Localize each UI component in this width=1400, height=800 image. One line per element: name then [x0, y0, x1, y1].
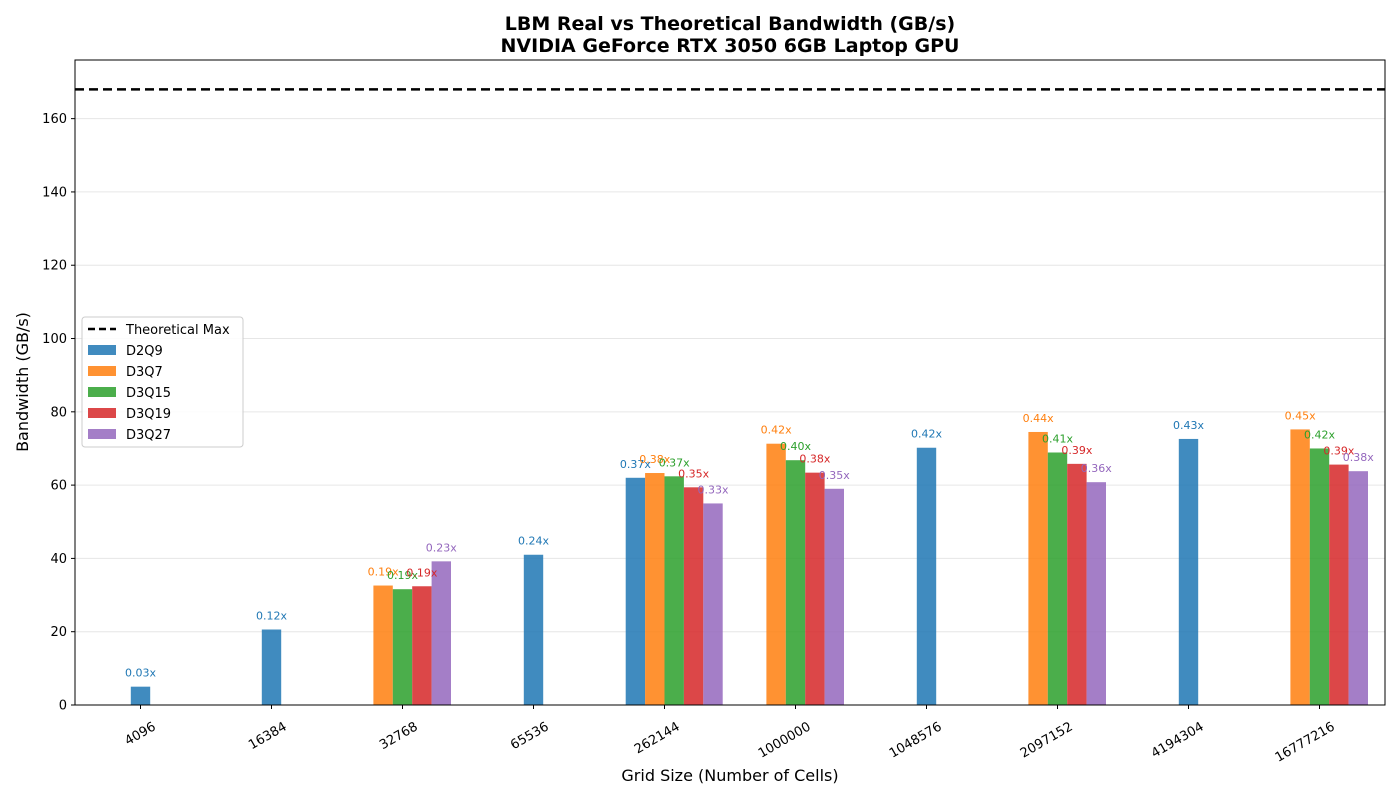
bar-value-label: 0.19x	[368, 566, 399, 579]
bar-d3q19	[1329, 464, 1349, 705]
x-tick-label: 65536	[508, 719, 551, 753]
bar-d3q27	[703, 503, 723, 705]
bar-value-label: 0.38x	[639, 453, 670, 466]
bar-d2q9	[625, 477, 646, 705]
y-axis: 0 20 40 60 80 100 120 140 160	[42, 112, 75, 714]
bar-d3q7	[1028, 431, 1048, 705]
bar-d3q27	[824, 488, 844, 705]
bar-d3q7	[645, 473, 665, 705]
bar-d2q9	[1178, 438, 1199, 705]
x-tick-label: 32768	[377, 719, 420, 753]
bar-value-label: 0.37x	[659, 456, 690, 469]
chart-title: LBM Real vs Theoretical Bandwidth (GB/s)	[505, 13, 955, 35]
bar-value-label: 0.37x	[620, 458, 651, 471]
x-tick-label: 4096	[122, 719, 158, 749]
y-tick-label: 20	[50, 625, 67, 640]
bar-value-label: 0.45x	[1285, 409, 1316, 422]
x-axis-label: Grid Size (Number of Cells)	[621, 766, 838, 785]
y-tick-label: 40	[50, 552, 67, 567]
bar-value-label: 0.42x	[761, 424, 792, 437]
legend-label-theoretical-max: Theoretical Max	[125, 323, 230, 338]
y-tick-label: 80	[50, 405, 67, 420]
bar-value-label: 0.38x	[799, 453, 830, 466]
bar-value-label: 0.38x	[1343, 451, 1374, 464]
bar-value-label: 0.42x	[1304, 428, 1335, 441]
bar-value-label: 0.36x	[1081, 462, 1112, 475]
bar-value-label: 0.12x	[256, 610, 287, 623]
bar-d2q9	[916, 447, 937, 705]
y-tick-label: 160	[42, 112, 67, 127]
y-tick-label: 140	[42, 185, 67, 200]
x-tick-label: 16777216	[1273, 719, 1338, 765]
bar-d3q19	[1067, 463, 1087, 705]
bar-value-label: 0.43x	[1173, 419, 1204, 432]
chart-subtitle: NVIDIA GeForce RTX 3050 6GB Laptop GPU	[501, 35, 960, 57]
legend-label-d3q27: D3Q27	[126, 428, 171, 443]
bar-labels: 0.03x0.12x0.19x0.19x0.19x0.23x0.24x0.37x…	[125, 409, 1374, 679]
bar-d3q19	[412, 586, 432, 705]
x-tick-label: 16384	[246, 719, 289, 753]
legend-swatch-d3q7	[88, 366, 116, 376]
bar-value-label: 0.41x	[1042, 432, 1073, 445]
legend-label-d2q9: D2Q9	[126, 344, 163, 359]
legend-swatch-d3q19	[88, 408, 116, 418]
bar-d3q19	[683, 487, 704, 705]
bar-d2q9	[130, 686, 151, 705]
x-tick-label: 262144	[632, 719, 682, 757]
bar-value-label: 0.35x	[819, 469, 850, 482]
bar-value-label: 0.24x	[518, 535, 549, 548]
legend: Theoretical Max D2Q9 D3Q7 D3Q15 D3Q19 D3Q27	[81, 316, 244, 448]
bar-d2q9	[523, 554, 544, 705]
bar-d3q27	[1348, 471, 1368, 705]
bar-d3q15	[785, 460, 806, 705]
bar-value-label: 0.40x	[780, 440, 811, 453]
bar-d3q7	[766, 443, 786, 705]
bar-d2q9	[261, 629, 282, 705]
grid-lines	[75, 118, 1385, 706]
bar-d3q15	[1047, 452, 1068, 705]
bar-d3q15	[392, 589, 413, 705]
x-axis: 4096 16384 32768 65536 262144 1000000 1048576 2…	[122, 705, 1338, 766]
bar-d3q27	[431, 561, 451, 705]
bar-value-label: 0.19x	[387, 569, 418, 582]
bar-d3q27	[1086, 482, 1106, 705]
y-tick-label: 100	[42, 332, 67, 347]
legend-label-d3q19: D3Q19	[126, 407, 171, 422]
bar-value-label: 0.03x	[125, 667, 156, 680]
legend-box	[81, 316, 244, 448]
bar-value-label: 0.23x	[426, 541, 457, 554]
legend-swatch-d3q15	[88, 387, 116, 397]
x-tick-label: 1000000	[756, 719, 814, 761]
bar-value-label: 0.39x	[1061, 444, 1092, 457]
plot-frame	[74, 59, 1386, 706]
legend-swatch-d3q27	[88, 429, 116, 439]
x-tick-label: 4194304	[1149, 719, 1207, 761]
bar-value-label: 0.44x	[1023, 412, 1054, 425]
bar-value-label: 0.39x	[1323, 445, 1354, 458]
bars	[130, 429, 1368, 705]
y-tick-label: 120	[42, 259, 67, 274]
bar-value-label: 0.35x	[678, 467, 709, 480]
bar-d3q15	[664, 476, 684, 705]
x-tick-label: 1048576	[887, 719, 945, 761]
x-tick-label: 2097152	[1018, 719, 1076, 761]
y-tick-label: 60	[50, 479, 67, 494]
legend-label-d3q15: D3Q15	[126, 386, 171, 401]
bar-d3q15	[1309, 448, 1330, 705]
y-axis-label: Bandwidth (GB/s)	[13, 312, 32, 452]
bar-value-label: 0.33x	[697, 483, 728, 496]
y-tick-label: 0	[59, 699, 67, 714]
bar-d3q7	[1290, 429, 1310, 705]
bar-value-label: 0.19x	[406, 566, 437, 579]
bar-value-label: 0.42x	[911, 428, 942, 441]
bar-d3q19	[805, 472, 825, 705]
bar-d3q7	[373, 585, 393, 705]
legend-swatch-d2q9	[88, 345, 116, 355]
legend-label-d3q7: D3Q7	[126, 365, 163, 380]
